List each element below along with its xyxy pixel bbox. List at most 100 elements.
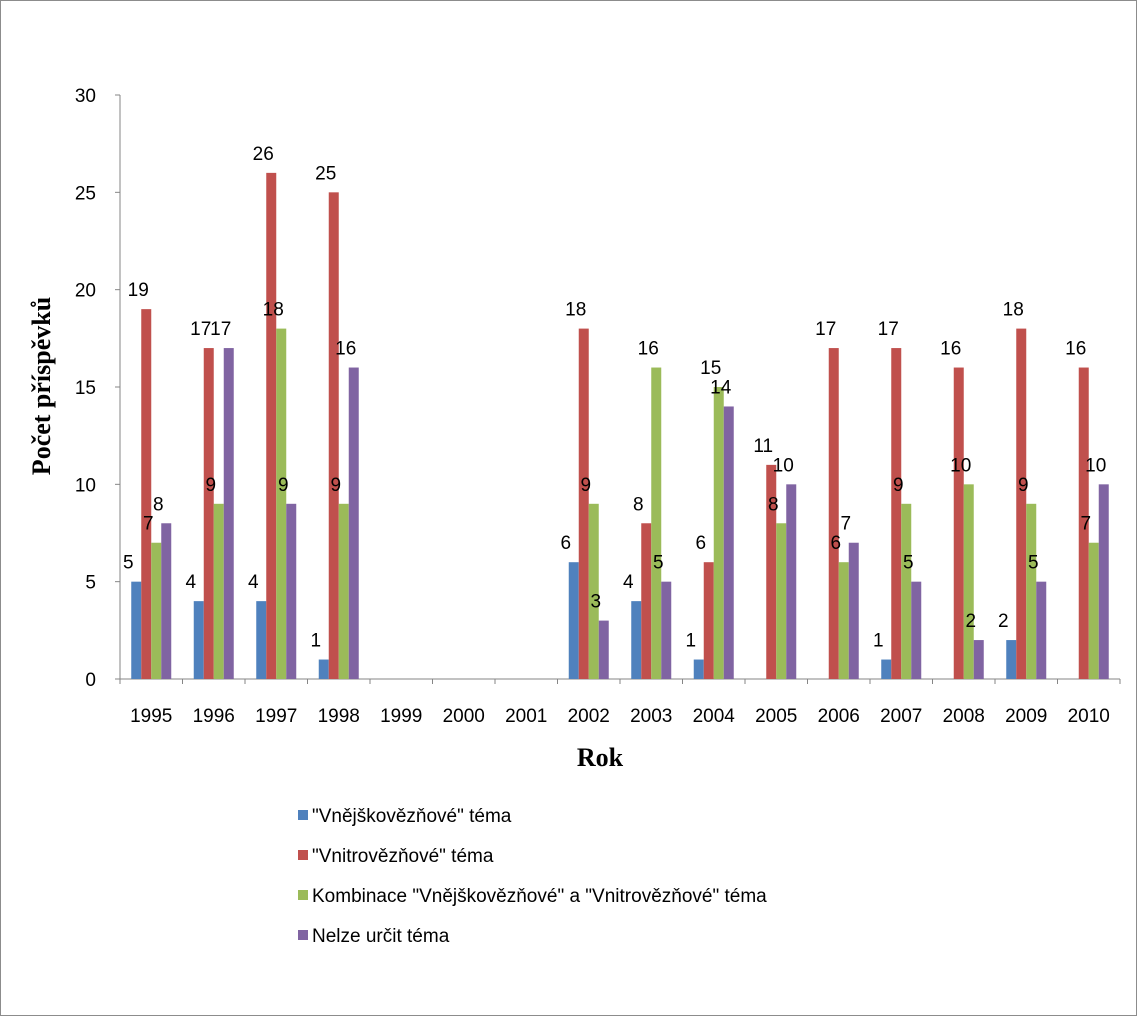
data-label: 10 xyxy=(1085,455,1106,476)
data-label: 5 xyxy=(903,553,914,574)
data-label: 16 xyxy=(335,339,356,360)
x-tick-label: 2006 xyxy=(818,706,860,727)
data-label: 1 xyxy=(685,631,696,652)
data-label: 6 xyxy=(830,533,841,554)
legend-entry: "Vnějškovězňové" téma xyxy=(312,806,512,827)
data-label: 18 xyxy=(263,300,284,321)
y-tick-label: 5 xyxy=(85,573,96,594)
bar xyxy=(786,484,797,679)
bar xyxy=(766,464,777,679)
bar xyxy=(276,328,287,679)
data-label: 5 xyxy=(123,553,134,574)
data-label: 4 xyxy=(248,572,259,593)
bar xyxy=(213,503,224,679)
bar xyxy=(131,581,142,679)
bar xyxy=(348,367,359,679)
y-tick-label: 25 xyxy=(75,183,96,204)
bar xyxy=(578,328,589,679)
x-tick-label: 2009 xyxy=(1005,706,1047,727)
y-tick-label: 10 xyxy=(75,475,96,496)
bar xyxy=(568,562,579,679)
bar xyxy=(891,348,902,679)
y-tick-label: 30 xyxy=(75,86,96,107)
x-tick-label: 2008 xyxy=(943,706,985,727)
y-axis-title: Počet příspěvků xyxy=(27,297,56,475)
data-label: 7 xyxy=(1080,514,1091,535)
data-label: 9 xyxy=(330,475,341,496)
bar xyxy=(703,562,714,679)
bar xyxy=(318,659,329,679)
x-tick-label: 2004 xyxy=(693,706,736,727)
data-label: 16 xyxy=(1065,339,1086,360)
data-label: 9 xyxy=(205,475,216,496)
x-tick-label: 2001 xyxy=(505,706,547,727)
data-label: 9 xyxy=(1018,475,1029,496)
data-label: 8 xyxy=(153,494,164,515)
data-label: 8 xyxy=(768,494,779,515)
bar xyxy=(223,348,234,679)
data-label: 1 xyxy=(873,631,884,652)
bar xyxy=(651,367,662,679)
data-label: 18 xyxy=(1003,300,1024,321)
x-tick-label: 1999 xyxy=(380,706,422,727)
legend-entry: "Vnitrovězňové" téma xyxy=(312,846,494,867)
legend-swatch xyxy=(298,810,308,820)
data-label: 4 xyxy=(185,572,196,593)
bar xyxy=(723,406,734,679)
data-label: 9 xyxy=(580,475,591,496)
bar xyxy=(631,601,642,679)
bar xyxy=(328,192,339,680)
bar xyxy=(141,309,152,679)
data-label: 6 xyxy=(560,533,571,554)
bar xyxy=(776,523,787,679)
bar xyxy=(1026,503,1037,679)
bar xyxy=(161,523,172,679)
x-axis-title: Rok xyxy=(577,743,624,772)
data-label: 7 xyxy=(143,514,154,535)
y-tick-label: 0 xyxy=(85,670,96,691)
data-label: 17 xyxy=(815,319,836,340)
legend-swatch xyxy=(298,930,308,940)
data-label: 14 xyxy=(710,377,732,398)
data-label: 2 xyxy=(965,611,976,632)
bar xyxy=(953,367,964,679)
bars xyxy=(131,172,1109,680)
bar xyxy=(641,523,652,679)
data-label: 17 xyxy=(190,319,211,340)
x-tick-label: 2005 xyxy=(755,706,797,727)
bar xyxy=(598,620,609,679)
bar xyxy=(901,503,912,679)
bar xyxy=(1036,581,1047,679)
data-label: 4 xyxy=(623,572,634,593)
bar xyxy=(256,601,267,679)
data-label: 26 xyxy=(253,144,274,165)
x-tick-label: 2010 xyxy=(1068,706,1110,727)
data-label: 8 xyxy=(633,494,644,515)
legend-swatch xyxy=(298,890,308,900)
data-label: 16 xyxy=(638,339,659,360)
bar xyxy=(266,172,277,679)
bar xyxy=(286,503,297,679)
bar xyxy=(713,387,724,679)
bar xyxy=(973,640,984,679)
bar xyxy=(588,503,599,679)
bar xyxy=(911,581,922,679)
bar xyxy=(1016,328,1027,679)
data-label: 9 xyxy=(893,475,904,496)
data-label: 15 xyxy=(700,358,721,379)
data-label: 7 xyxy=(840,514,851,535)
data-label: 11 xyxy=(753,436,773,457)
bar xyxy=(1088,542,1099,679)
data-label: 6 xyxy=(695,533,706,554)
x-tick-label: 1997 xyxy=(255,706,297,727)
x-tick-label: 2002 xyxy=(568,706,610,727)
x-tick-label: 1995 xyxy=(130,706,172,727)
data-label: 10 xyxy=(773,455,794,476)
x-tick-label: 2000 xyxy=(443,706,485,727)
bar xyxy=(881,659,892,679)
bar xyxy=(1078,367,1089,679)
